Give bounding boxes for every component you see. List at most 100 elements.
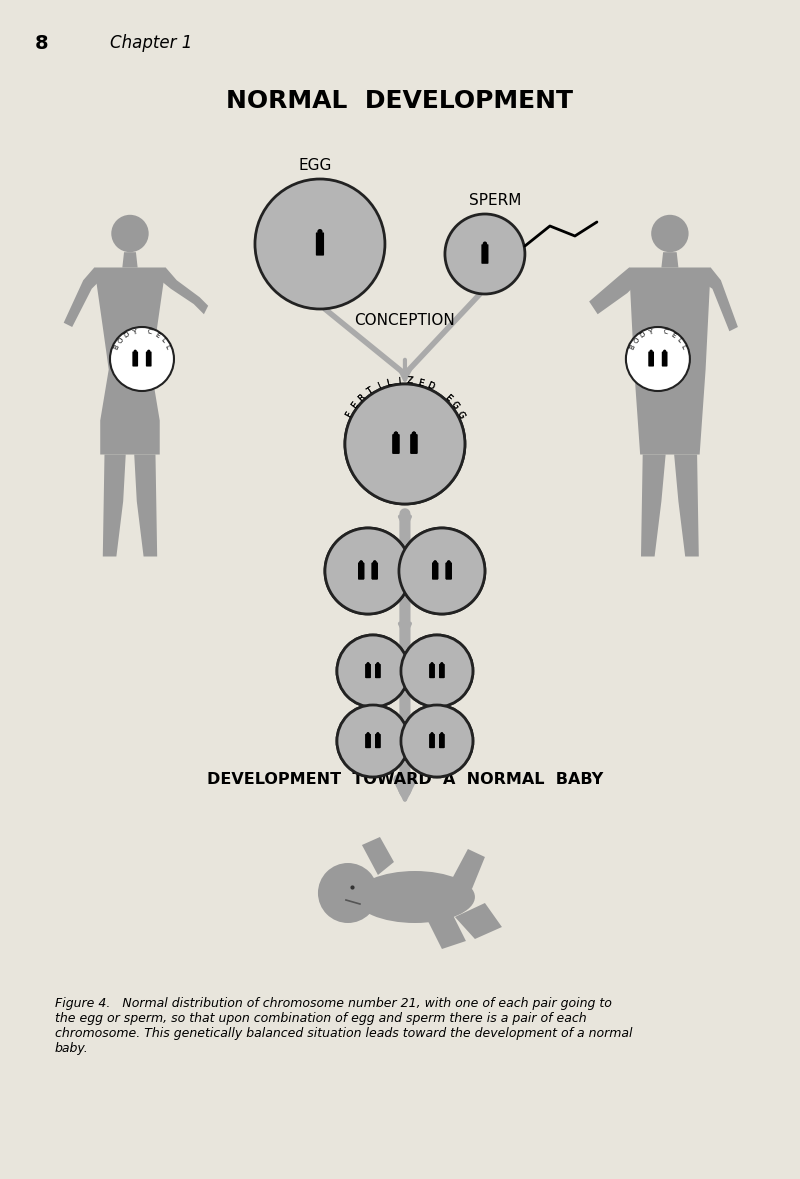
Circle shape	[255, 179, 385, 309]
Text: T: T	[366, 387, 375, 396]
Text: Figure 4.   Normal distribution of chromosome number 21, with one of each pair g: Figure 4. Normal distribution of chromos…	[55, 997, 633, 1055]
Circle shape	[359, 560, 363, 564]
Circle shape	[147, 350, 150, 353]
Circle shape	[412, 432, 416, 436]
FancyBboxPatch shape	[439, 664, 445, 678]
Text: G: G	[455, 409, 466, 420]
FancyBboxPatch shape	[446, 562, 452, 579]
FancyBboxPatch shape	[358, 562, 364, 579]
Circle shape	[373, 560, 377, 564]
Circle shape	[401, 635, 473, 707]
Circle shape	[447, 560, 450, 564]
Circle shape	[440, 732, 443, 736]
FancyBboxPatch shape	[372, 562, 378, 579]
Circle shape	[110, 327, 174, 391]
Circle shape	[345, 384, 465, 503]
Text: D: D	[639, 331, 646, 340]
Text: D: D	[426, 381, 435, 391]
FancyBboxPatch shape	[366, 664, 370, 678]
Circle shape	[394, 432, 398, 436]
Circle shape	[376, 732, 379, 736]
Circle shape	[366, 732, 370, 736]
Polygon shape	[94, 268, 166, 454]
Circle shape	[325, 528, 411, 614]
Circle shape	[394, 432, 398, 436]
Text: I: I	[398, 376, 402, 386]
Circle shape	[337, 705, 409, 777]
Text: C: C	[146, 329, 153, 336]
Circle shape	[440, 663, 443, 665]
FancyBboxPatch shape	[482, 244, 489, 264]
Text: 8: 8	[35, 34, 49, 53]
Text: G: G	[455, 409, 466, 420]
Text: O: O	[633, 336, 641, 344]
Circle shape	[412, 432, 416, 436]
FancyBboxPatch shape	[366, 733, 370, 749]
Text: NORMAL  DEVELOPMENT: NORMAL DEVELOPMENT	[226, 88, 574, 113]
Text: Y: Y	[131, 329, 137, 336]
FancyBboxPatch shape	[410, 434, 418, 454]
FancyBboxPatch shape	[375, 664, 381, 678]
Text: E: E	[442, 393, 453, 403]
Text: L: L	[164, 344, 171, 350]
Circle shape	[366, 663, 370, 665]
Polygon shape	[102, 454, 126, 556]
FancyBboxPatch shape	[375, 733, 381, 749]
FancyBboxPatch shape	[392, 434, 399, 454]
Text: L: L	[159, 337, 166, 344]
FancyBboxPatch shape	[430, 664, 434, 678]
Circle shape	[447, 560, 450, 564]
Circle shape	[430, 663, 434, 665]
FancyBboxPatch shape	[316, 232, 324, 256]
Text: E: E	[442, 393, 453, 403]
Text: CONCEPTION: CONCEPTION	[354, 314, 455, 329]
Circle shape	[440, 732, 443, 736]
Text: E: E	[154, 331, 161, 340]
Circle shape	[337, 635, 409, 707]
FancyBboxPatch shape	[430, 733, 434, 749]
Circle shape	[434, 560, 437, 564]
Text: I: I	[377, 382, 382, 391]
Circle shape	[663, 350, 666, 353]
Text: E: E	[350, 401, 360, 410]
Text: DEVELOPMENT  TOWARD  A  NORMAL  BABY: DEVELOPMENT TOWARD A NORMAL BABY	[207, 771, 603, 786]
Text: SPERM: SPERM	[469, 193, 521, 208]
Polygon shape	[452, 849, 485, 889]
FancyBboxPatch shape	[439, 733, 445, 749]
Circle shape	[651, 215, 689, 252]
Circle shape	[430, 732, 434, 736]
Text: G: G	[449, 400, 461, 411]
Text: L: L	[675, 337, 682, 344]
FancyBboxPatch shape	[662, 351, 667, 367]
Text: C: C	[662, 329, 669, 336]
Text: EGG: EGG	[298, 158, 332, 173]
Text: E: E	[670, 331, 676, 340]
Text: R: R	[357, 393, 367, 403]
Text: B: B	[629, 344, 636, 350]
Circle shape	[626, 327, 690, 391]
Ellipse shape	[355, 871, 475, 923]
Circle shape	[376, 663, 379, 665]
FancyBboxPatch shape	[375, 733, 381, 749]
Polygon shape	[157, 268, 208, 315]
Polygon shape	[700, 268, 738, 331]
Text: R: R	[357, 393, 367, 403]
FancyBboxPatch shape	[375, 664, 381, 678]
FancyBboxPatch shape	[146, 351, 151, 367]
Circle shape	[430, 732, 434, 736]
Circle shape	[318, 229, 322, 235]
FancyBboxPatch shape	[648, 351, 654, 367]
Circle shape	[440, 663, 443, 665]
Circle shape	[430, 663, 434, 665]
FancyBboxPatch shape	[432, 562, 438, 579]
FancyBboxPatch shape	[358, 562, 364, 579]
Text: L: L	[386, 378, 393, 388]
Circle shape	[134, 350, 137, 353]
FancyBboxPatch shape	[446, 562, 452, 579]
Circle shape	[366, 732, 370, 736]
Circle shape	[366, 663, 370, 665]
FancyBboxPatch shape	[430, 664, 434, 678]
Circle shape	[401, 705, 473, 777]
Circle shape	[325, 528, 411, 614]
Circle shape	[359, 560, 363, 564]
